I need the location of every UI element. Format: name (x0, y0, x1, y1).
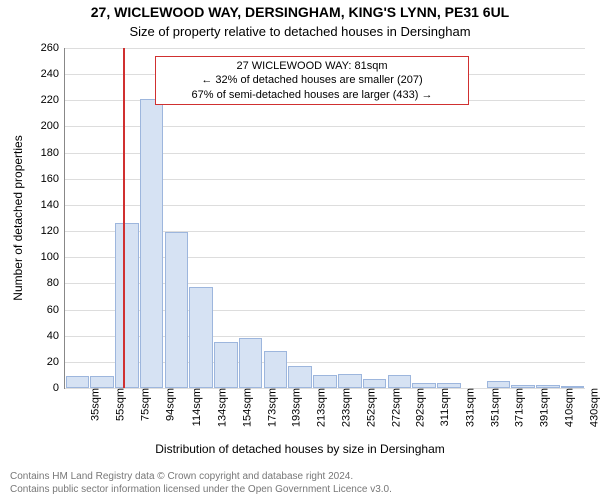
plot-area: 02040608010012014016018020022024026035sq… (64, 48, 585, 389)
xtick-label: 371sqm (510, 388, 526, 427)
xtick-label: 410sqm (559, 388, 575, 427)
xtick-label: 114sqm (188, 388, 204, 426)
footer-line2: Contains public sector information licen… (10, 483, 600, 496)
footer-attribution: Contains HM Land Registry data © Crown c… (0, 470, 600, 496)
y-axis-label: Number of detached properties (11, 135, 25, 300)
xtick-label: 311sqm (435, 388, 451, 426)
xtick-label: 292sqm (411, 388, 427, 427)
ytick-label: 80 (47, 277, 65, 289)
xtick-label: 35sqm (86, 388, 102, 421)
ytick-label: 200 (41, 120, 65, 132)
x-axis-label: Distribution of detached houses by size … (0, 442, 600, 456)
xtick-label: 213sqm (312, 388, 328, 427)
ytick-label: 240 (41, 68, 65, 80)
histogram-bar (363, 379, 387, 388)
xtick-label: 430sqm (584, 388, 600, 427)
chart-subtitle: Size of property relative to detached ho… (0, 24, 600, 39)
xtick-label: 154sqm (238, 388, 254, 427)
xtick-label: 233sqm (337, 388, 353, 427)
xtick-label: 391sqm (535, 388, 551, 427)
histogram-bar (165, 232, 189, 388)
annotation-box: 27 WICLEWOOD WAY: 81sqm ← 32% of detache… (155, 56, 469, 105)
annotation-line3: 67% of semi-detached houses are larger (… (162, 88, 462, 102)
histogram-bar (412, 383, 436, 388)
histogram-bar (511, 385, 535, 388)
histogram-bar (66, 376, 90, 388)
gridline (65, 48, 585, 49)
histogram-bar (214, 342, 238, 388)
ytick-label: 20 (47, 356, 65, 368)
property-marker-line (123, 48, 125, 388)
xtick-label: 272sqm (386, 388, 402, 427)
histogram-bar (388, 375, 412, 388)
histogram-bar (140, 99, 164, 388)
xtick-label: 55sqm (111, 388, 127, 421)
xtick-label: 351sqm (485, 388, 501, 427)
histogram-bar (313, 375, 337, 388)
histogram-bar (115, 223, 139, 388)
annotation-line1: 27 WICLEWOOD WAY: 81sqm (162, 59, 462, 73)
ytick-label: 100 (41, 251, 65, 263)
ytick-label: 0 (53, 382, 65, 394)
xtick-label: 173sqm (262, 388, 278, 427)
xtick-label: 331sqm (460, 388, 476, 427)
annotation-line2: ← 32% of detached houses are smaller (20… (162, 73, 462, 87)
chart-container: 27, WICLEWOOD WAY, DERSINGHAM, KING'S LY… (0, 0, 600, 500)
ytick-label: 160 (41, 173, 65, 185)
xtick-label: 134sqm (213, 388, 229, 427)
histogram-bar (90, 376, 114, 388)
xtick-label: 193sqm (287, 388, 303, 427)
histogram-bar (487, 381, 511, 388)
histogram-bar (338, 374, 362, 388)
histogram-bar (536, 385, 560, 388)
ytick-label: 120 (41, 225, 65, 237)
xtick-label: 75sqm (135, 388, 151, 421)
xtick-label: 94sqm (160, 388, 176, 421)
histogram-bar (264, 351, 288, 388)
ytick-label: 220 (41, 94, 65, 106)
ytick-label: 140 (41, 199, 65, 211)
ytick-label: 60 (47, 304, 65, 316)
ytick-label: 40 (47, 330, 65, 342)
histogram-bar (189, 287, 213, 388)
histogram-bar (288, 366, 312, 388)
footer-line1: Contains HM Land Registry data © Crown c… (10, 470, 600, 483)
ytick-label: 180 (41, 147, 65, 159)
histogram-bar (239, 338, 263, 388)
chart-title: 27, WICLEWOOD WAY, DERSINGHAM, KING'S LY… (0, 4, 600, 20)
histogram-bar (437, 383, 461, 388)
ytick-label: 260 (41, 42, 65, 54)
xtick-label: 252sqm (361, 388, 377, 427)
histogram-bar (561, 386, 585, 388)
